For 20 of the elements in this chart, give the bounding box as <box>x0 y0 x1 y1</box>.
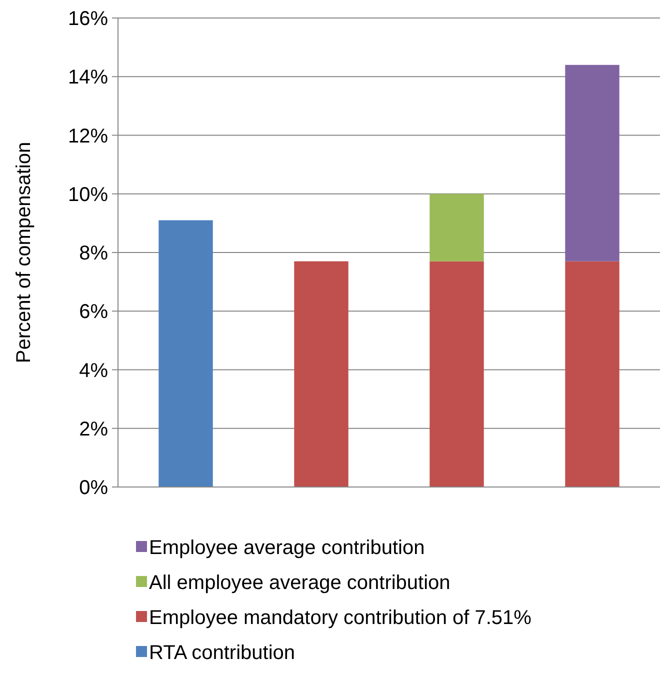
legend-label: Employee average contribution <box>149 537 425 559</box>
y-tick-label: 8% <box>79 242 108 264</box>
legend-label: All employee average contribution <box>149 572 450 594</box>
y-tick-label: 2% <box>79 418 108 440</box>
y-tick-label: 0% <box>79 477 108 499</box>
y-tick-label: 10% <box>68 184 108 206</box>
legend-label: Employee mandatory contribution of 7.51% <box>149 607 532 629</box>
y-tick-label: 12% <box>68 125 108 148</box>
y-tick-label: 4% <box>79 360 108 382</box>
legend-label: RTA contribution <box>149 642 296 664</box>
y-tick-label: 16% <box>68 8 108 30</box>
bar <box>430 194 484 262</box>
bar <box>565 261 620 487</box>
y-tick-label: 6% <box>79 301 108 324</box>
bar <box>430 261 484 487</box>
bar <box>565 64 620 262</box>
y-axis-title: Percent of compensation <box>13 142 35 364</box>
y-tick-label: 14% <box>68 66 108 89</box>
bar <box>158 220 213 487</box>
bar <box>294 261 348 487</box>
